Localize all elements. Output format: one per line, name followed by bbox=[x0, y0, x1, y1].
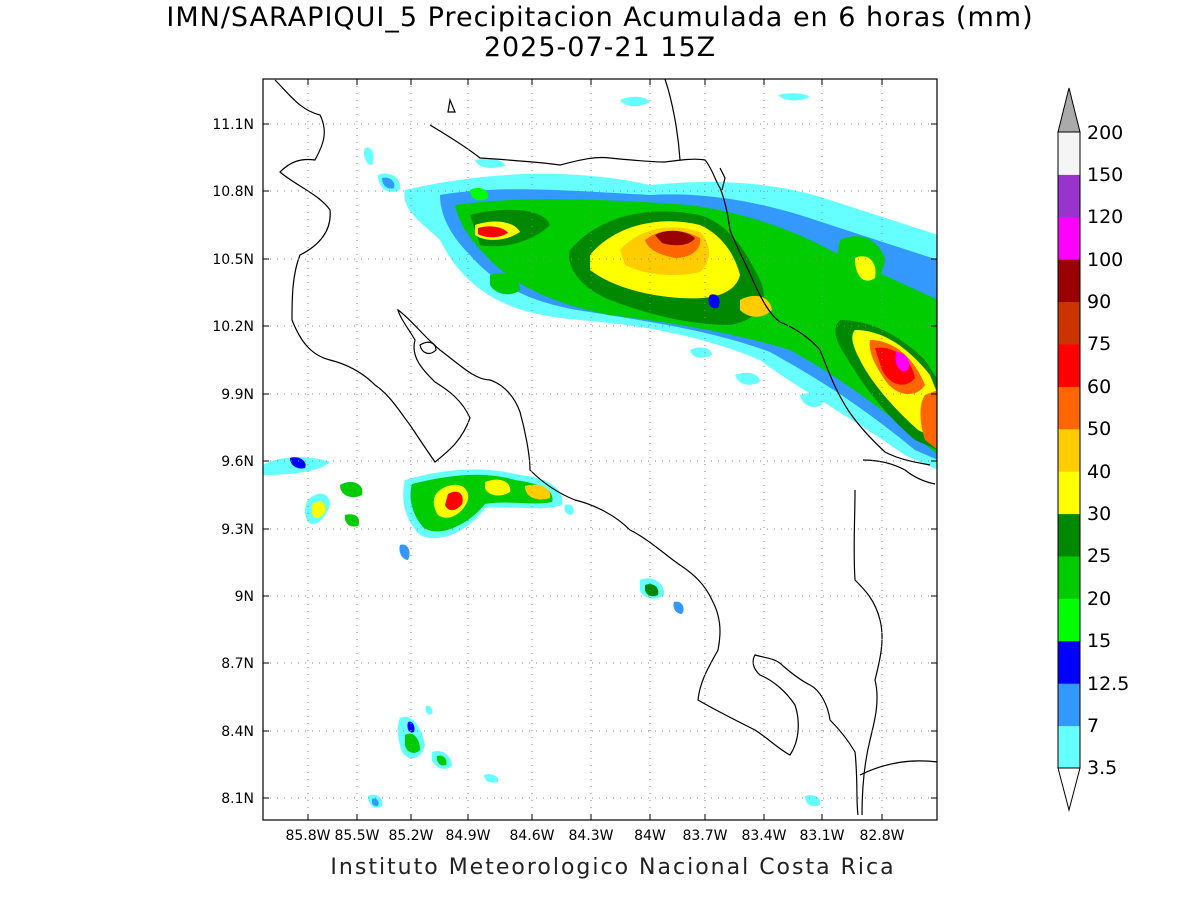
colorbar-label: 90 bbox=[1087, 291, 1111, 313]
x-tick-label: 83.7W bbox=[682, 828, 727, 844]
x-axis-labels: 85.8W 85.5W 85.2W 84.9W 84.6W 84.3W 84W … bbox=[285, 828, 904, 844]
x-tick-label: 85.5W bbox=[334, 828, 379, 844]
colorbar-label: 150 bbox=[1087, 164, 1123, 186]
y-tick-label: 8.1N bbox=[221, 791, 254, 807]
colorbar-swatch bbox=[1058, 301, 1080, 345]
y-tick-label: 9.3N bbox=[221, 522, 254, 538]
colorbar-swatch bbox=[1058, 598, 1080, 642]
y-tick-label: 10.2N bbox=[212, 319, 254, 335]
y-tick-label: 10.8N bbox=[212, 184, 254, 200]
precip-field-north bbox=[363, 93, 937, 470]
y-tick-label: 9N bbox=[235, 589, 254, 605]
map-area bbox=[263, 79, 937, 820]
y-tick-label: 10.5N bbox=[212, 252, 254, 268]
y-axis-labels: 11.1N 10.8N 10.5N 10.2N 9.9N 9.6N 9.3N 9… bbox=[212, 117, 254, 807]
colorbar-label: 40 bbox=[1087, 461, 1111, 483]
colorbar-label: 60 bbox=[1087, 376, 1111, 398]
x-tick-label: 83.4W bbox=[741, 828, 786, 844]
colorbar-label: 20 bbox=[1087, 588, 1111, 610]
colorbar-label: 7 bbox=[1087, 715, 1099, 737]
map-frame bbox=[262, 78, 938, 821]
colorbar: 3.5 7 12.5 15 20 25 30 40 50 60 75 90 10… bbox=[1057, 87, 1129, 812]
colorbar-swatch bbox=[1058, 88, 1080, 132]
colorbar-swatch bbox=[1058, 344, 1080, 387]
colorbar-swatch bbox=[1058, 132, 1080, 175]
colorbar-swatch bbox=[1058, 386, 1080, 430]
graticule bbox=[263, 79, 937, 820]
x-tick-label: 84W bbox=[634, 828, 666, 844]
y-tick-label: 9.9N bbox=[221, 387, 254, 403]
colorbar-swatch bbox=[1058, 471, 1080, 515]
x-tick-label: 85.2W bbox=[388, 828, 433, 844]
y-tick-label: 8.7N bbox=[221, 656, 254, 672]
colorbar-swatch bbox=[1058, 428, 1080, 472]
colorbar-label: 200 bbox=[1087, 122, 1123, 144]
precip-field-south bbox=[368, 705, 821, 808]
colorbar-label: 12.5 bbox=[1087, 673, 1129, 695]
x-tick-label: 84.6W bbox=[509, 828, 554, 844]
y-tick-label: 8.4N bbox=[221, 724, 254, 740]
colorbar-swatch bbox=[1058, 174, 1080, 218]
colorbar-label: 30 bbox=[1087, 503, 1111, 525]
colorbar-swatch bbox=[1058, 556, 1080, 599]
x-tick-label: 84.3W bbox=[568, 828, 613, 844]
colorbar-segments bbox=[1058, 88, 1080, 810]
y-tick-label: 11.1N bbox=[212, 117, 254, 133]
map-datetime: 2025-07-21 15Z bbox=[483, 32, 717, 63]
colorbar-swatch bbox=[1058, 725, 1080, 769]
colorbar-label: 50 bbox=[1087, 418, 1111, 440]
precip-field-central bbox=[263, 457, 684, 614]
colorbar-swatch bbox=[1058, 513, 1080, 557]
footer-credit: Instituto Meteorologico Nacional Costa R… bbox=[330, 855, 896, 880]
colorbar-swatch bbox=[1058, 259, 1080, 303]
y-tick-label: 9.6N bbox=[221, 454, 254, 470]
colorbar-label: 120 bbox=[1087, 206, 1123, 228]
colorbar-swatch bbox=[1058, 768, 1080, 810]
colorbar-swatch bbox=[1058, 640, 1080, 684]
x-tick-label: 83.1W bbox=[799, 828, 844, 844]
colorbar-label: 3.5 bbox=[1087, 757, 1117, 779]
colorbar-label: 25 bbox=[1087, 545, 1111, 567]
colorbar-swatch bbox=[1058, 216, 1080, 260]
colorbar-swatch bbox=[1058, 683, 1080, 727]
x-tick-label: 85.8W bbox=[285, 828, 330, 844]
colorbar-label: 100 bbox=[1087, 249, 1123, 271]
x-tick-label: 84.9W bbox=[445, 828, 490, 844]
colorbar-outline bbox=[1057, 87, 1081, 812]
x-tick-label: 82.8W bbox=[859, 828, 904, 844]
map-title: IMN/SARAPIQUI_5 Precipitacion Acumulada … bbox=[166, 2, 1034, 33]
colorbar-labels: 3.5 7 12.5 15 20 25 30 40 50 60 75 90 10… bbox=[1087, 122, 1129, 779]
colorbar-label: 15 bbox=[1087, 630, 1111, 652]
tick-marks bbox=[263, 79, 937, 820]
colorbar-label: 75 bbox=[1087, 333, 1111, 355]
